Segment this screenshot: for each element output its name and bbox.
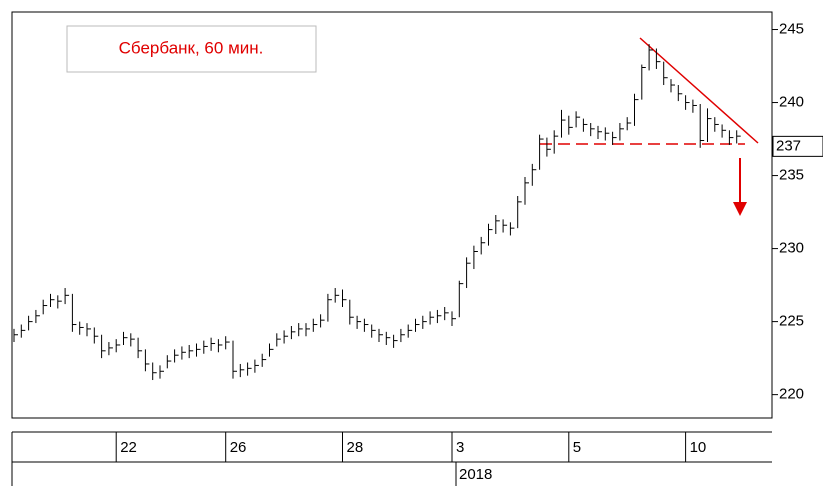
- trend-line: [639, 37, 759, 144]
- annotations: [540, 37, 759, 216]
- y-tick-label: 245: [779, 20, 804, 37]
- y-tick-label: 230: [779, 240, 804, 257]
- x-tick-label: 28: [347, 439, 364, 456]
- y-tick-label: 240: [779, 94, 804, 111]
- x-tick-label: 10: [690, 439, 707, 456]
- arrow-head: [733, 202, 747, 216]
- plot-frame: [11, 11, 773, 419]
- year-label: 2018: [459, 466, 492, 483]
- title-box: [66, 25, 317, 73]
- x-tick-label: 26: [230, 439, 247, 456]
- chart-title: Сбербанк, 60 мин.: [119, 38, 264, 57]
- y-tick-label: 235: [779, 167, 804, 184]
- x-tick-label: 22: [120, 439, 137, 456]
- y-tick-label: 220: [779, 386, 804, 403]
- x-tick-label: 5: [573, 439, 581, 456]
- price-box: [772, 135, 823, 157]
- y-tick-label: 225: [779, 313, 804, 330]
- x-tick-label: 3: [456, 439, 464, 456]
- price-label: 237: [776, 137, 801, 154]
